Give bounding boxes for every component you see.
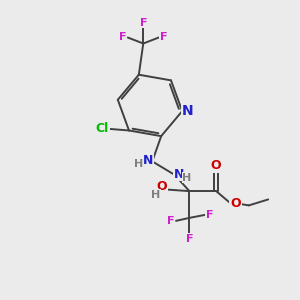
Text: O: O [211,159,221,172]
Text: H: H [134,159,143,170]
Text: F: F [160,32,167,42]
Text: F: F [206,210,213,220]
Text: N: N [182,104,194,118]
Text: N: N [142,154,153,167]
Text: O: O [157,180,167,193]
Text: F: F [167,216,175,226]
Text: O: O [230,197,241,210]
Text: H: H [151,190,160,200]
Text: F: F [186,234,193,244]
Text: H: H [182,173,192,183]
Text: F: F [119,32,127,42]
Text: F: F [140,18,147,28]
Text: N: N [174,168,184,181]
Text: Cl: Cl [96,122,109,136]
